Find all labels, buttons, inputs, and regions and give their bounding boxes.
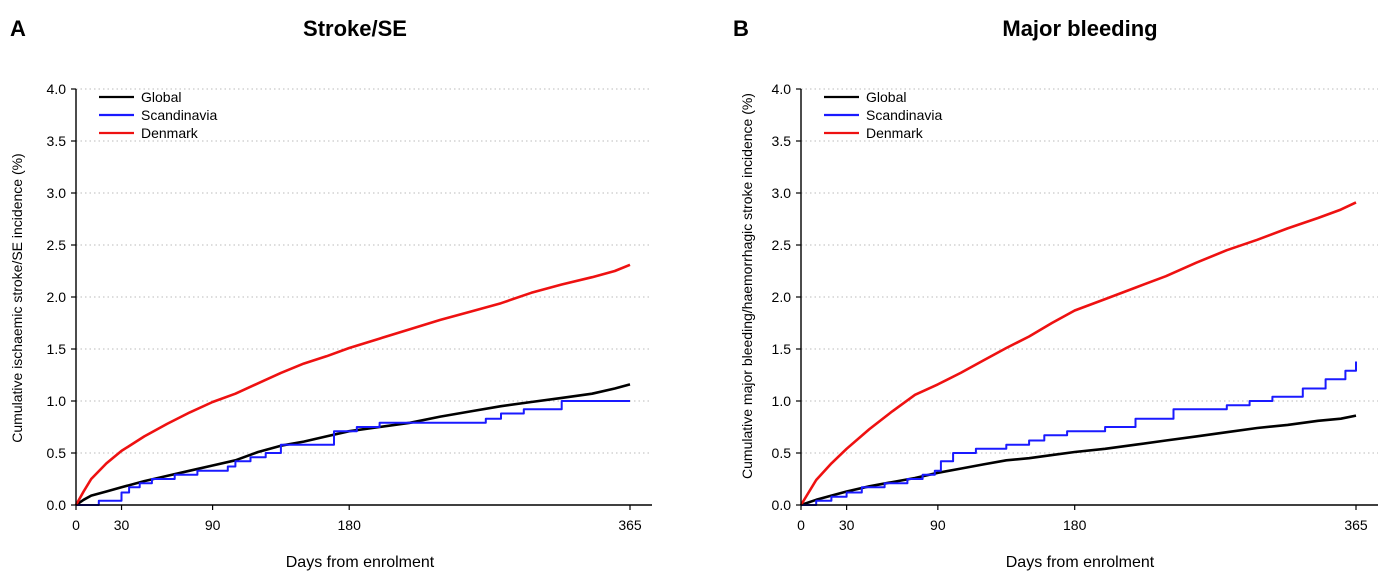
y-tick-label: 3.0 (772, 185, 792, 201)
legend-label-global: Global (866, 89, 906, 105)
legend: Global Scandinavia Denmark (99, 89, 217, 141)
series-line-scandinavia (801, 361, 1357, 506)
series-line-denmark (74, 263, 631, 506)
x-tick-label: 30 (114, 517, 130, 533)
panel-letter: A (10, 16, 26, 41)
series-line-scandinavia (76, 400, 630, 506)
y-tick-label: 4.0 (47, 81, 67, 97)
y-tick-label: 2.0 (47, 289, 67, 305)
y-tick-label: 3.5 (47, 133, 67, 149)
x-tick-label: 180 (338, 517, 362, 533)
x-tick-label: 365 (1344, 517, 1368, 533)
y-tick-label: 1.5 (47, 341, 67, 357)
panel-letter: B (733, 16, 749, 41)
series-line-global (800, 414, 1357, 507)
panel-b: B Major bleeding Cumulative major bleedi… (733, 16, 1378, 571)
y-axis-label: Cumulative major bleeding/haemorrhagic s… (739, 93, 755, 479)
y-tick-label: 2.5 (47, 237, 67, 253)
chart-title: Stroke/SE (303, 16, 407, 41)
legend-label-denmark: Denmark (866, 125, 924, 141)
x-tick-label: 90 (930, 517, 946, 533)
x-tick-label: 30 (839, 517, 855, 533)
legend-label-denmark: Denmark (141, 125, 199, 141)
y-tick-label: 0.5 (772, 445, 792, 461)
y-tick-label: 1.0 (772, 393, 792, 409)
legend-label-scandinavia: Scandinavia (866, 107, 942, 123)
series-line-denmark (799, 201, 1357, 506)
legend-label-scandinavia: Scandinavia (141, 107, 217, 123)
y-tick-label: 2.0 (772, 289, 792, 305)
series-group (74, 263, 631, 507)
series-line-global (75, 383, 631, 507)
x-tick-label: 0 (797, 517, 805, 533)
legend-label-global: Global (141, 89, 181, 105)
grid (801, 88, 1378, 454)
grid (76, 88, 652, 454)
x-axis-label: Days from enrolment (286, 554, 435, 571)
y-tick-label: 3.0 (47, 185, 67, 201)
series-group (799, 201, 1357, 507)
axes: 0.0 0.5 1.0 1.5 2.0 2.5 3.0 3.5 4.0 0 30 90 180 365 (772, 81, 1378, 533)
axes: 0.0 0.5 1.0 1.5 2.0 2.5 3.0 3.5 4.0 0 30 90 180 365 (47, 81, 652, 533)
chart-title: Major bleeding (1002, 16, 1157, 41)
y-tick-label: 0.0 (772, 497, 792, 513)
panel-a: A Stroke/SE Cumulative ischaemic stroke/… (9, 16, 652, 571)
y-tick-label: 1.0 (47, 393, 67, 409)
y-tick-label: 3.5 (772, 133, 792, 149)
y-axis-label: Cumulative ischaemic stroke/SE incidence… (9, 153, 25, 442)
x-tick-label: 0 (72, 517, 80, 533)
x-tick-label: 90 (205, 517, 221, 533)
y-tick-label: 0.5 (47, 445, 67, 461)
x-axis-label: Days from enrolment (1006, 554, 1155, 571)
legend: Global Scandinavia Denmark (824, 89, 942, 141)
y-tick-label: 1.5 (772, 341, 792, 357)
y-tick-label: 0.0 (47, 497, 67, 513)
x-tick-label: 180 (1063, 517, 1087, 533)
y-tick-label: 4.0 (772, 81, 792, 97)
y-tick-label: 2.5 (772, 237, 792, 253)
x-tick-label: 365 (618, 517, 642, 533)
